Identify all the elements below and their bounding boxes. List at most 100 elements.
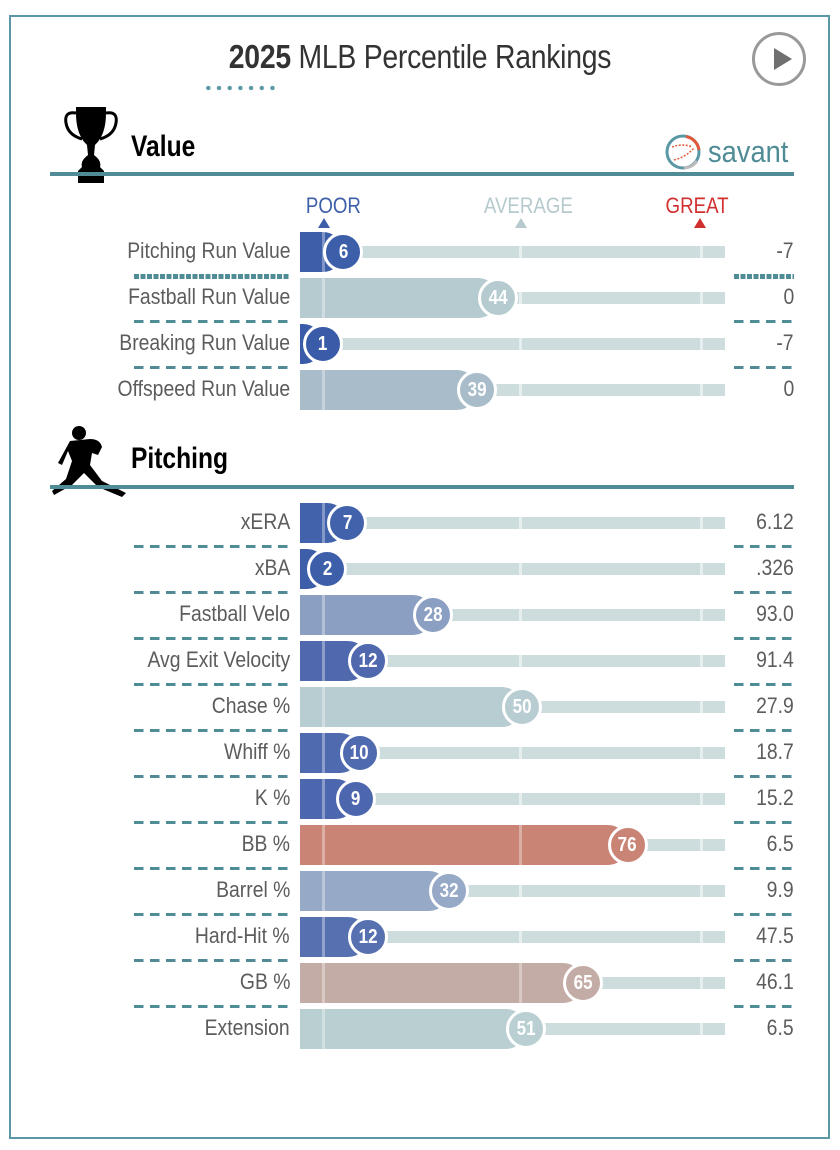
poor-gridline	[322, 963, 325, 1003]
metric-row: 12 Avg Exit Velocity 91.4	[0, 641, 840, 681]
average-marker-icon	[515, 218, 527, 228]
bar-track	[300, 517, 725, 529]
row-separator	[734, 637, 794, 640]
metric-row: 51 Extension 6.5	[0, 1009, 840, 1049]
great-gridline	[700, 931, 703, 943]
metric-row: 32 Barrel % 9.9	[0, 871, 840, 911]
percentile-value: 44	[488, 287, 508, 309]
title-text: MLB Percentile Rankings	[290, 38, 612, 75]
metric-value: 15.2	[756, 785, 794, 810]
metric-label: xBA	[254, 555, 290, 580]
percentile-badge[interactable]: 2	[307, 549, 348, 589]
metric-row: 10 Whiff % 18.7	[0, 733, 840, 773]
section-rule-value	[50, 172, 794, 176]
section-title-pitching: Pitching	[131, 442, 229, 475]
metric-row: 65 GB % 46.1	[0, 963, 840, 1003]
metric-row: 1 Breaking Run Value -7	[0, 324, 840, 364]
average-gridline	[519, 563, 522, 575]
average-gridline	[519, 793, 522, 805]
percentile-value: 76	[618, 834, 638, 856]
great-gridline	[700, 747, 703, 759]
row-separator	[734, 545, 794, 548]
row-separator	[134, 959, 290, 962]
metric-label: BB %	[241, 831, 290, 856]
percentile-badge[interactable]: 65	[562, 963, 603, 1003]
poor-gridline	[322, 278, 325, 318]
metric-label: Avg Exit Velocity	[147, 647, 290, 672]
percentile-badge[interactable]: 12	[347, 641, 388, 681]
metric-label: xERA	[240, 509, 291, 534]
average-gridline	[519, 517, 522, 529]
row-separator	[734, 591, 794, 594]
percentile-badge[interactable]: 9	[335, 779, 376, 819]
metric-row: 39 Offspeed Run Value 0	[0, 370, 840, 410]
metric-label: Breaking Run Value	[119, 330, 290, 355]
row-separator	[734, 366, 794, 369]
poor-gridline	[322, 1009, 325, 1049]
percentile-badge[interactable]: 32	[428, 871, 469, 911]
great-marker-icon	[694, 218, 706, 228]
metric-value: 0	[783, 376, 794, 401]
poor-gridline	[322, 733, 325, 773]
percentile-badge[interactable]: 28	[412, 595, 453, 635]
percentile-value: 7	[342, 512, 353, 534]
poor-marker-icon	[318, 218, 330, 228]
baseball-icon	[665, 134, 701, 170]
great-gridline	[700, 517, 703, 529]
metric-value: -7	[776, 330, 794, 355]
percentile-bar	[300, 963, 583, 1003]
percentile-bar	[300, 370, 478, 410]
poor-gridline	[322, 687, 325, 727]
row-separator	[734, 729, 794, 732]
metric-value: 9.9	[767, 877, 794, 902]
row-separator	[134, 545, 290, 548]
metric-value: 91.4	[756, 647, 794, 672]
great-gridline	[700, 563, 703, 575]
row-separator	[134, 683, 290, 686]
poor-gridline	[322, 779, 325, 819]
percentile-value: 9	[350, 788, 361, 810]
percentile-badge[interactable]: 10	[339, 733, 380, 773]
page-title: 2025 MLB Percentile Rankings	[59, 38, 781, 76]
percentile-badge[interactable]: 6	[323, 232, 364, 272]
metric-label: Chase %	[211, 693, 290, 718]
metric-value: 46.1	[756, 969, 794, 994]
percentile-bar	[300, 278, 498, 318]
row-separator	[134, 913, 290, 916]
percentile-badge[interactable]: 50	[502, 687, 542, 727]
bar-track	[300, 931, 725, 943]
poor-gridline	[322, 595, 325, 635]
play-icon[interactable]	[752, 32, 806, 86]
metric-label: Whiff %	[223, 739, 290, 764]
row-separator	[134, 274, 290, 279]
mid-gridline	[519, 825, 522, 865]
row-separator	[734, 1005, 794, 1008]
row-separator	[734, 775, 794, 778]
percentile-value: 28	[423, 604, 443, 626]
average-gridline	[519, 655, 522, 667]
title-dots-decoration	[203, 85, 278, 91]
percentile-badge[interactable]: 7	[327, 503, 368, 543]
card-frame	[9, 15, 830, 1139]
mid-gridline	[519, 963, 522, 1003]
percentile-value: 6	[338, 241, 349, 263]
metric-row: 28 Fastball Velo 93.0	[0, 595, 840, 635]
metric-value: 6.12	[756, 509, 794, 534]
percentile-badge[interactable]: 12	[347, 917, 388, 957]
percentile-badge[interactable]: 51	[506, 1009, 547, 1049]
row-separator	[134, 1005, 290, 1008]
savant-logo: savant	[664, 132, 799, 172]
percentile-value: 39	[467, 379, 487, 401]
percentile-value: 65	[573, 972, 593, 994]
row-separator	[734, 867, 794, 870]
percentile-badge[interactable]: 44	[477, 278, 518, 318]
metric-label: Fastball Velo	[179, 601, 290, 626]
row-separator	[134, 320, 290, 323]
poor-gridline	[322, 370, 325, 410]
percentile-badge[interactable]: 76	[607, 825, 648, 865]
average-gridline	[519, 931, 522, 943]
percentile-value: 2	[322, 558, 332, 580]
percentile-badge[interactable]: 1	[303, 324, 344, 364]
percentile-badge[interactable]: 39	[457, 370, 498, 410]
scale-label-average: AVERAGE	[483, 193, 573, 218]
